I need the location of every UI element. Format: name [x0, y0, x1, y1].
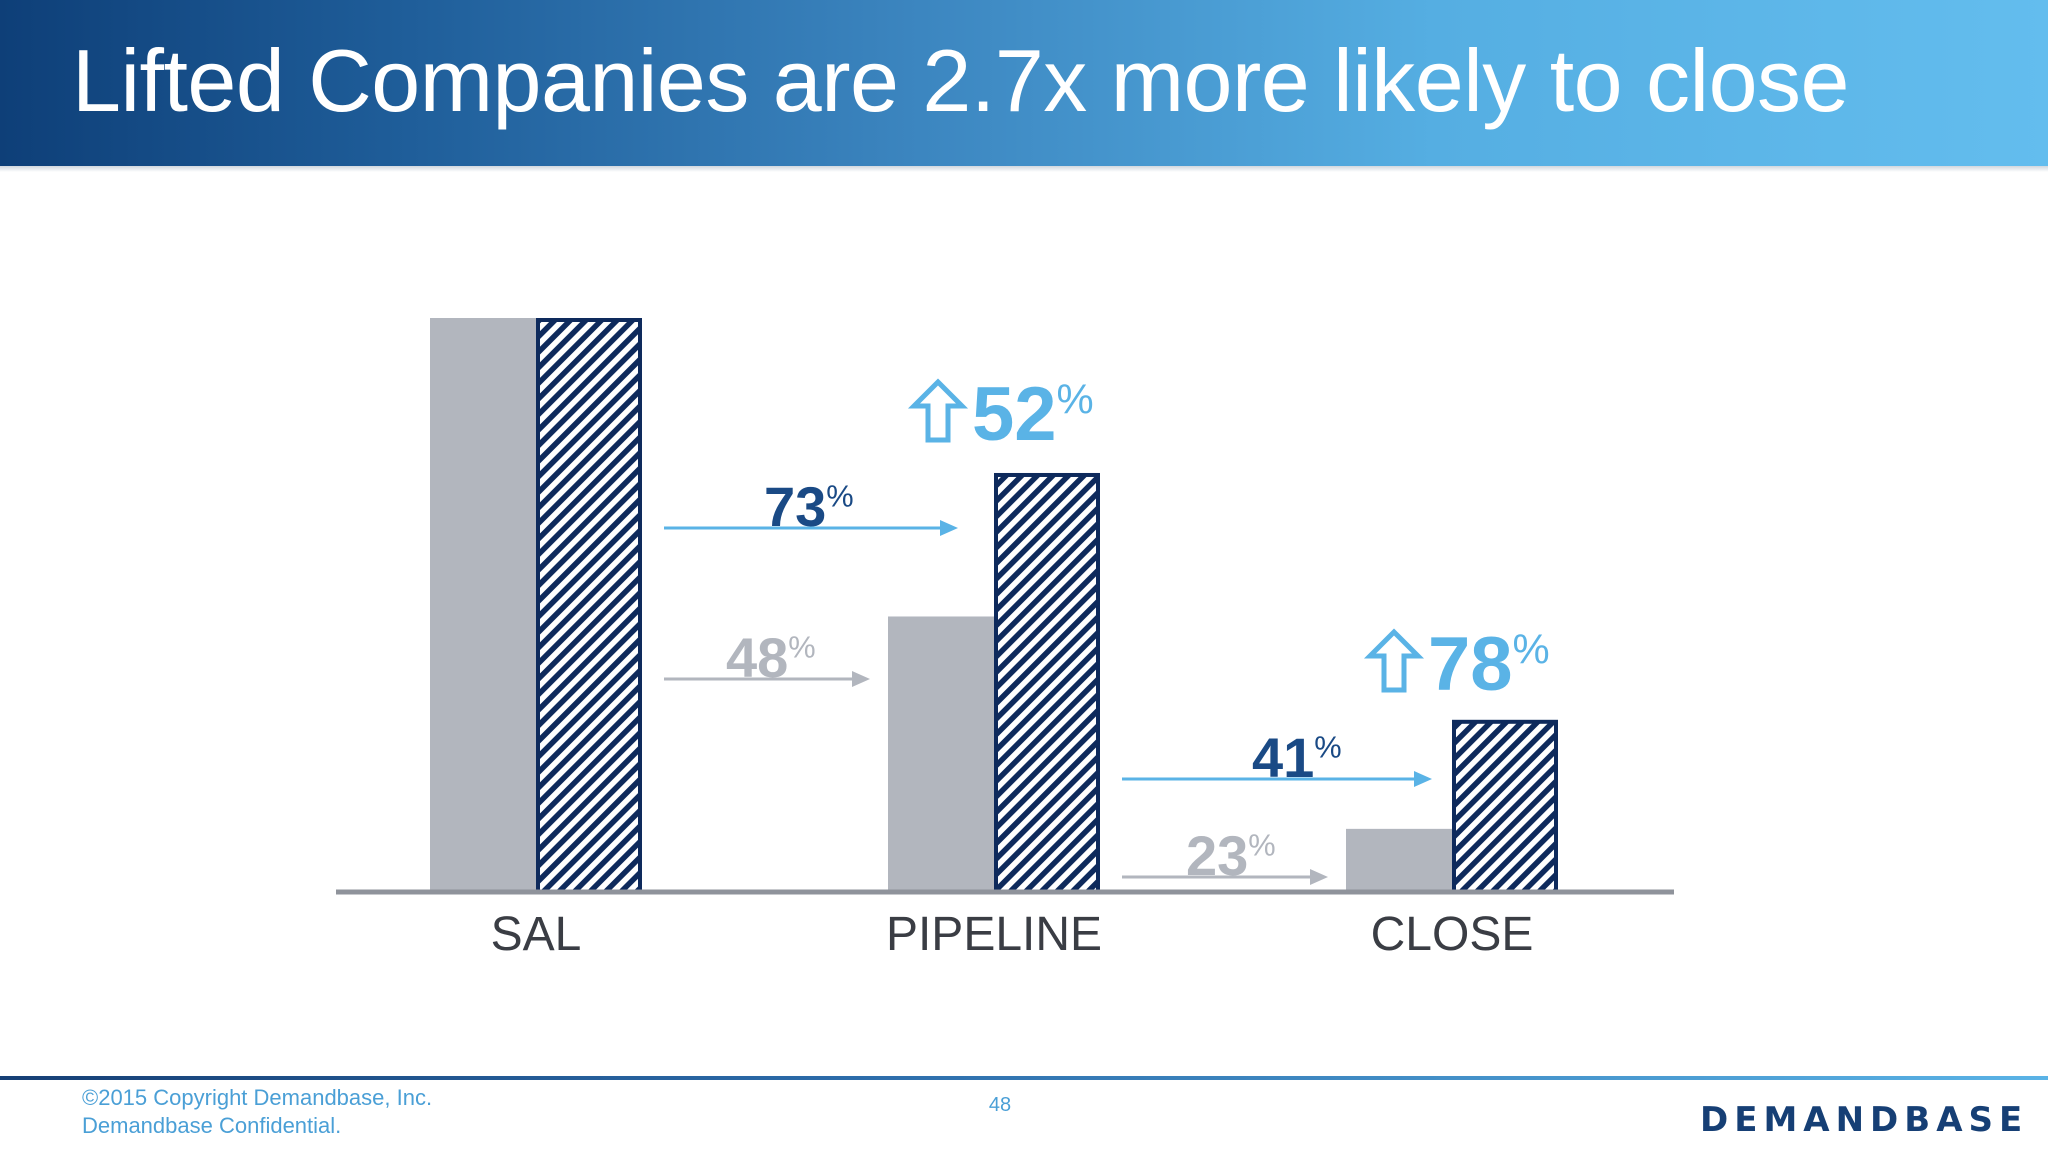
bar-lifted-pipeline — [994, 472, 1100, 894]
copyright-notice: ©2015 Copyright Demandbase, Inc. Demandb… — [82, 1084, 432, 1140]
lift-up-arrow-icon-pipeline — [907, 378, 969, 443]
lift-up-arrow-icon-close — [1363, 628, 1425, 693]
conversion-lifted-sal-to-pipeline: 73% — [764, 475, 854, 538]
bar-baseline-pipeline — [888, 616, 994, 892]
category-label-close: CLOSE — [1371, 908, 1534, 961]
bar-baseline-close — [1346, 828, 1452, 892]
arrow-baseline-pipeline-to-close — [1122, 869, 1328, 885]
title-banner — [0, 0, 2048, 166]
page-number: 48 — [988, 1094, 1012, 1116]
demandbase-logo: DEMANDBASE — [1700, 1100, 2022, 1140]
copyright-line: ©2015 Copyright Demandbase, Inc. — [82, 1085, 433, 1110]
lift-label-pipeline: 52% — [972, 372, 1094, 457]
conversion-arrows-layer — [664, 520, 1432, 885]
category-label-sal: SAL — [491, 908, 582, 961]
arrow-lifted-pipeline-to-close — [1122, 771, 1432, 787]
labels-layer: SAL PIPELINE CLOSE 73% 48% 41% 23% 52% 78% — [491, 372, 1550, 961]
category-label-pipeline: PIPELINE — [886, 908, 1102, 961]
bar-lifted-close — [1452, 719, 1558, 894]
slide-title: Lifted Companies are 2.7x more likely to… — [72, 31, 1849, 130]
bar-lifted-sal — [536, 318, 642, 894]
confidential-line: Demandbase Confidential. — [82, 1113, 342, 1138]
footer-divider — [0, 1076, 2048, 1080]
conversion-baseline-sal-to-pipeline: 48% — [726, 626, 816, 689]
logo-text: DEMANDBASE — [1700, 1100, 2029, 1140]
arrow-lifted-sal-to-pipeline — [664, 520, 958, 536]
conversion-baseline-pipeline-to-close: 23% — [1186, 824, 1276, 887]
arrow-baseline-sal-to-pipeline — [664, 671, 870, 687]
title-banner-shadow — [0, 166, 2048, 172]
funnel-bar-chart: SAL PIPELINE CLOSE 73% 48% 41% 23% 52% 78% — [336, 318, 1674, 961]
lift-label-close: 78% — [1428, 622, 1550, 707]
bar-baseline-sal — [430, 318, 536, 892]
bars-layer — [430, 318, 1558, 894]
conversion-lifted-pipeline-to-close: 41% — [1252, 726, 1342, 789]
